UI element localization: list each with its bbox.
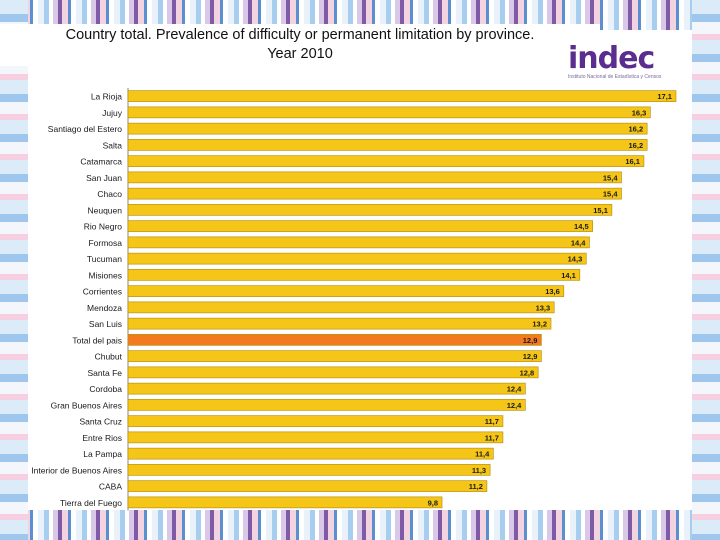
bar-neuquen	[127, 204, 613, 216]
bar-cordoba	[127, 382, 526, 395]
bar-gran-buenos-aires	[127, 399, 526, 411]
data-label: 15,1	[593, 206, 608, 215]
bar-santa-fe	[127, 366, 539, 379]
bar-caba	[127, 480, 488, 492]
category-label: Total del pais	[72, 335, 122, 345]
chart-title-line2: Year 2010	[267, 46, 333, 62]
data-label: 14,1	[561, 271, 576, 280]
category-label: La Rioja	[91, 92, 122, 102]
data-label: 12,9	[523, 352, 538, 361]
data-label: 15,4	[603, 190, 618, 199]
category-label: Chaco	[97, 189, 122, 199]
bar-jujuy	[127, 106, 651, 119]
category-label: Misiones	[88, 270, 122, 280]
bar-tucuman	[127, 252, 587, 265]
category-label: Chubut	[95, 352, 123, 362]
data-label: 12,9	[523, 336, 538, 345]
data-label: 11,7	[485, 417, 499, 426]
category-label: San Juan	[86, 173, 122, 183]
category-label: Cordoba	[89, 384, 122, 394]
bar-san-juan	[127, 171, 622, 184]
category-label: Salta	[103, 140, 123, 150]
data-label: 14,5	[574, 222, 589, 231]
category-label: Santa Cruz	[79, 417, 122, 427]
category-label: Santa Fe	[88, 368, 123, 378]
category-label: CABA	[99, 482, 122, 492]
bar-tierra-del-fuego	[127, 496, 443, 509]
data-label: 16,3	[632, 108, 647, 117]
data-label: 14,3	[568, 255, 583, 264]
category-label: Mendoza	[87, 303, 122, 313]
category-label: Rio Negro	[84, 222, 123, 232]
category-label: Santiago del Estero	[48, 124, 122, 134]
data-label: 13,6	[545, 287, 560, 296]
data-label: 9,8	[428, 498, 438, 507]
data-label: 11,3	[472, 466, 486, 475]
bar-formosa	[127, 236, 590, 249]
category-label: Neuquen	[87, 205, 122, 215]
bar-interior-de-buenos-aires	[127, 464, 491, 476]
category-label: San Luis	[89, 319, 122, 329]
data-label: 13,3	[536, 303, 551, 312]
category-label: Tierra del Fuego	[60, 498, 122, 508]
decorative-side-right	[692, 0, 720, 540]
bar-la-pampa	[127, 447, 494, 460]
data-label: 12,4	[507, 385, 522, 394]
data-label: 12,8	[520, 368, 535, 377]
data-label: 16,2	[629, 141, 644, 150]
chart-title: Country total. Prevalence of difficulty …	[0, 24, 600, 66]
data-label: 11,4	[475, 450, 490, 459]
bar-entre-rios	[127, 431, 504, 444]
data-label: 14,4	[571, 238, 586, 247]
data-label: 12,4	[507, 401, 522, 410]
data-label: 15,4	[603, 173, 618, 182]
category-label: Interior de Buenos Aires	[31, 465, 122, 475]
bar-total-del-pais	[127, 334, 542, 346]
bar-rio-negro	[127, 220, 593, 232]
data-label: 17,1	[657, 92, 672, 101]
decorative-stripes-bottom	[0, 510, 720, 540]
category-label: Formosa	[88, 238, 122, 248]
category-label: Tucuman	[87, 254, 122, 264]
data-label: 16,1	[625, 157, 640, 166]
bar-la-rioja	[127, 90, 677, 102]
data-label: 16,2	[629, 125, 644, 134]
data-label: 13,2	[532, 320, 547, 329]
logo-subtitle: Instituto Nacional de Estadística y Cens…	[568, 74, 662, 80]
category-label: Entre Rios	[82, 433, 122, 443]
category-label: Gran Buenos Aires	[51, 400, 122, 410]
chart-title-line1: Country total. Prevalence of difficulty …	[65, 27, 535, 43]
bar-chubut	[127, 350, 542, 362]
category-label: Corrientes	[83, 287, 122, 297]
bar-salta	[127, 139, 648, 151]
data-label: 11,2	[469, 482, 483, 491]
bar-corrientes	[127, 285, 565, 297]
bar-chaco	[127, 187, 622, 200]
category-label: Catamarca	[80, 157, 122, 167]
bar-santa-cruz	[127, 415, 504, 427]
bar-san-luis	[127, 317, 552, 330]
category-label: La Pampa	[83, 449, 122, 459]
indec-logo: indec Instituto Nacional de Estadística …	[568, 44, 678, 84]
data-label: 11,7	[485, 433, 499, 442]
category-label: Jujuy	[102, 108, 123, 118]
bar-mendoza	[127, 301, 555, 314]
logo-text: indec	[568, 41, 655, 76]
bar-santiago-del-estero	[127, 122, 648, 135]
bar-catamarca	[127, 155, 645, 167]
decorative-side-left	[0, 0, 28, 540]
bar-misiones	[127, 269, 581, 281]
